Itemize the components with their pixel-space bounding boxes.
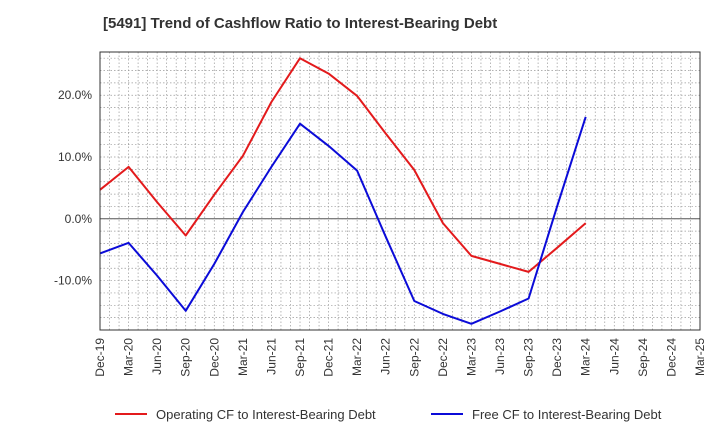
x-tick-label: Mar-25 [693, 338, 707, 376]
legend-label-1: Operating CF to Interest-Bearing Debt [156, 407, 376, 422]
x-tick-label: Jun-23 [493, 338, 507, 375]
x-tick-label: Dec-23 [550, 338, 564, 377]
x-tick-label: Mar-23 [464, 338, 478, 376]
x-tick-label: Jun-24 [607, 338, 621, 375]
x-tick-label: Jun-22 [379, 338, 393, 375]
x-tick-label: Dec-21 [322, 338, 336, 377]
legend-label-2: Free CF to Interest-Bearing Debt [472, 407, 662, 422]
x-axis-tick-labels: Dec-19 Mar-20 Jun-20 Sep-20 Dec-20 Mar-21 Jun-… [93, 338, 707, 377]
x-tick-label: Mar-20 [122, 338, 136, 376]
plot-area-frame [99, 51, 701, 331]
series-lines [99, 57, 587, 325]
x-tick-label: Dec-19 [93, 338, 107, 377]
x-tick-label: Mar-24 [579, 338, 593, 376]
x-tick-label: Mar-22 [350, 338, 364, 376]
x-tick-label: Sep-21 [293, 338, 307, 377]
x-tick-label: Dec-20 [207, 338, 221, 377]
legend: Operating CF to Interest-Bearing Debt Fre… [115, 407, 662, 422]
x-tick-label: Dec-24 [664, 338, 678, 377]
x-tick-label: Jun-20 [150, 338, 164, 375]
y-tick-label: 0.0% [65, 212, 93, 226]
x-tick-label: Sep-20 [179, 338, 193, 377]
x-tick-label: Sep-23 [522, 338, 536, 377]
series-line-2 [99, 116, 587, 325]
grid-lines [99, 52, 701, 331]
x-tick-label: Sep-22 [407, 338, 421, 377]
series-line-1 [99, 57, 587, 273]
y-tick-label: 10.0% [58, 150, 92, 164]
x-tick-label: Jun-21 [264, 338, 278, 375]
y-tick-label: 20.0% [58, 88, 92, 102]
chart-title: [5491] Trend of Cashflow Ratio to Intere… [103, 15, 498, 32]
x-tick-label: Dec-22 [436, 338, 450, 377]
x-tick-label: Mar-21 [236, 338, 250, 376]
x-tick-label: Sep-24 [636, 338, 650, 377]
y-axis-tick-labels: -10.0% 0.0% 10.0% 20.0% [54, 88, 92, 287]
y-tick-label: -10.0% [54, 274, 92, 288]
